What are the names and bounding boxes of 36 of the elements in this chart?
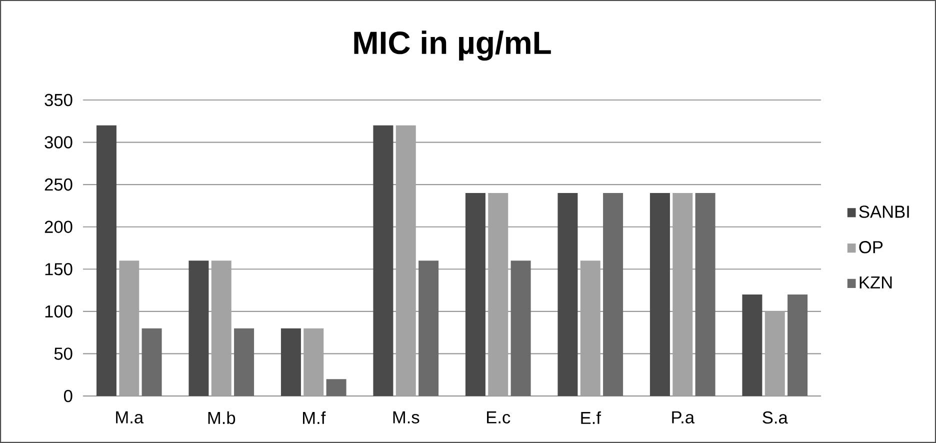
bar <box>234 328 254 396</box>
bar <box>650 193 670 396</box>
bar <box>142 328 162 396</box>
chart-title: MIC in µg/mL <box>354 30 551 61</box>
x-tick-label: S.a <box>762 411 788 424</box>
bar <box>373 125 394 396</box>
y-tick-label: 100 <box>45 305 72 318</box>
bar <box>465 193 486 396</box>
legend-label: OP <box>859 241 883 254</box>
y-tick-label: 350 <box>44 94 72 106</box>
bar <box>96 125 116 396</box>
y-tick-label: 200 <box>44 220 72 233</box>
bar <box>742 294 762 396</box>
bar <box>695 193 716 396</box>
legend-label: KZN <box>860 276 892 288</box>
bar <box>558 193 578 396</box>
x-tick-label: M.b <box>208 411 236 424</box>
y-tick-label: 150 <box>45 263 72 276</box>
x-tick-label: M.f <box>303 411 326 424</box>
bar <box>510 260 531 396</box>
bar <box>788 294 808 396</box>
x-tick-label: P.a <box>672 411 695 424</box>
y-tick-label: 250 <box>44 178 72 191</box>
x-tick-label: E.f <box>581 411 602 424</box>
y-tick-label: 50 <box>54 348 72 360</box>
bar <box>418 260 439 396</box>
y-tick-label: 300 <box>44 136 72 148</box>
bar <box>188 260 209 396</box>
bar <box>280 328 301 396</box>
x-tick-label: M.a <box>116 411 144 424</box>
y-tick-label: 0 <box>64 390 72 402</box>
bar <box>326 379 346 396</box>
bar <box>603 193 624 396</box>
legend-label: SANBI <box>859 206 909 218</box>
x-tick-label: M.s <box>393 411 420 424</box>
x-tick-label: E.c <box>487 411 510 424</box>
